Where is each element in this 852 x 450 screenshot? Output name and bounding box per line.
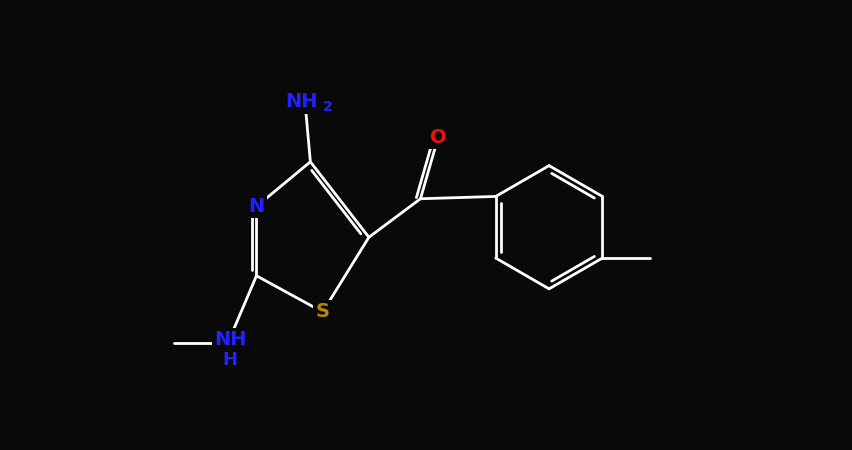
Text: 2: 2 xyxy=(323,100,333,114)
Text: O: O xyxy=(430,128,446,147)
Text: NH: NH xyxy=(214,330,246,349)
Text: H: H xyxy=(222,351,238,369)
Text: NH: NH xyxy=(285,92,318,111)
Text: S: S xyxy=(316,302,330,321)
Text: N: N xyxy=(248,197,265,216)
